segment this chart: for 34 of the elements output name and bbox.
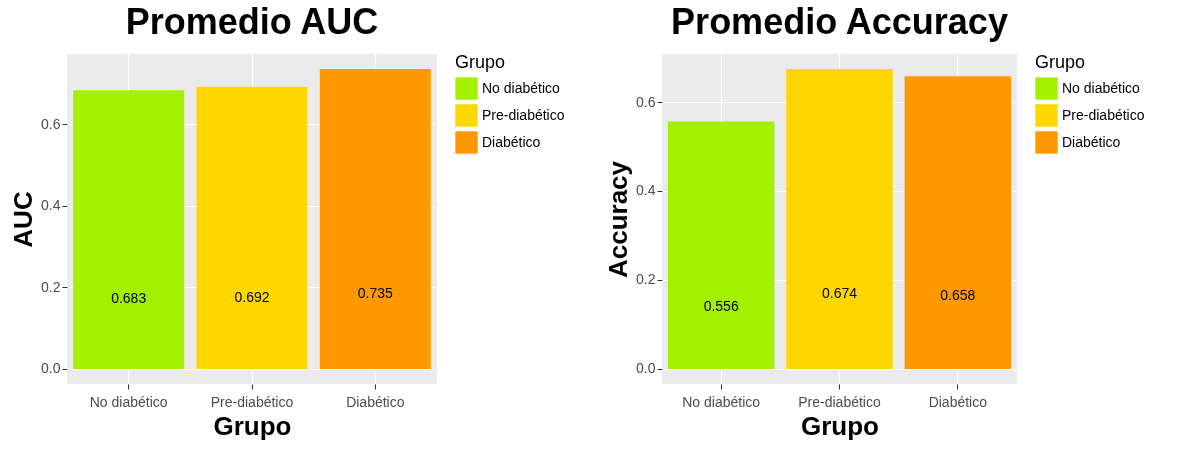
data-label: 0.674 bbox=[821, 284, 858, 301]
y-tick-label: 0.6 bbox=[41, 115, 61, 132]
x-axis-title: Grupo bbox=[213, 410, 292, 441]
legend-label: Diabético bbox=[1062, 133, 1121, 150]
data-label: 0.683 bbox=[111, 290, 147, 307]
x-tick-label: No diabético bbox=[682, 393, 761, 410]
x-axis-title: Grupo bbox=[801, 410, 879, 441]
legend-title: Grupo bbox=[455, 52, 506, 72]
legend-title: Grupo bbox=[1035, 52, 1086, 72]
chart-title: Promedio Accuracy bbox=[671, 1, 1008, 42]
x-tick-label: No diabético bbox=[89, 393, 168, 410]
y-tick-label: 0.2 bbox=[636, 271, 656, 288]
data-label: 0.735 bbox=[357, 284, 394, 301]
y-axis-title: Accuracy bbox=[603, 160, 634, 279]
y-tick-label: 0.2 bbox=[41, 278, 61, 295]
data-label: 0.658 bbox=[940, 286, 976, 303]
legend-label: Pre-diabético bbox=[1062, 106, 1145, 123]
y-tick-label: 0.4 bbox=[41, 197, 61, 214]
data-label: 0.556 bbox=[703, 298, 739, 315]
x-tick-label: Diabético bbox=[928, 393, 988, 410]
legend-label: No diabético bbox=[482, 79, 561, 96]
y-tick-label: 0.4 bbox=[636, 182, 656, 199]
chart-title: Promedio AUC bbox=[125, 1, 379, 42]
y-axis-title: AUC bbox=[8, 191, 39, 248]
x-tick-label: Pre-diabético bbox=[798, 393, 881, 410]
x-tick-label: Diabético bbox=[346, 393, 405, 410]
y-tick-label: 0.0 bbox=[41, 360, 61, 377]
legend-label: Pre-diabético bbox=[482, 106, 565, 123]
data-label: 0.692 bbox=[234, 289, 270, 306]
legend-label: Diabético bbox=[482, 133, 541, 150]
y-tick-label: 0.0 bbox=[636, 360, 656, 377]
x-tick-label: Pre-diabético bbox=[210, 393, 294, 410]
y-tick-label: 0.6 bbox=[636, 93, 656, 110]
legend-label: No diabético bbox=[1062, 79, 1141, 96]
